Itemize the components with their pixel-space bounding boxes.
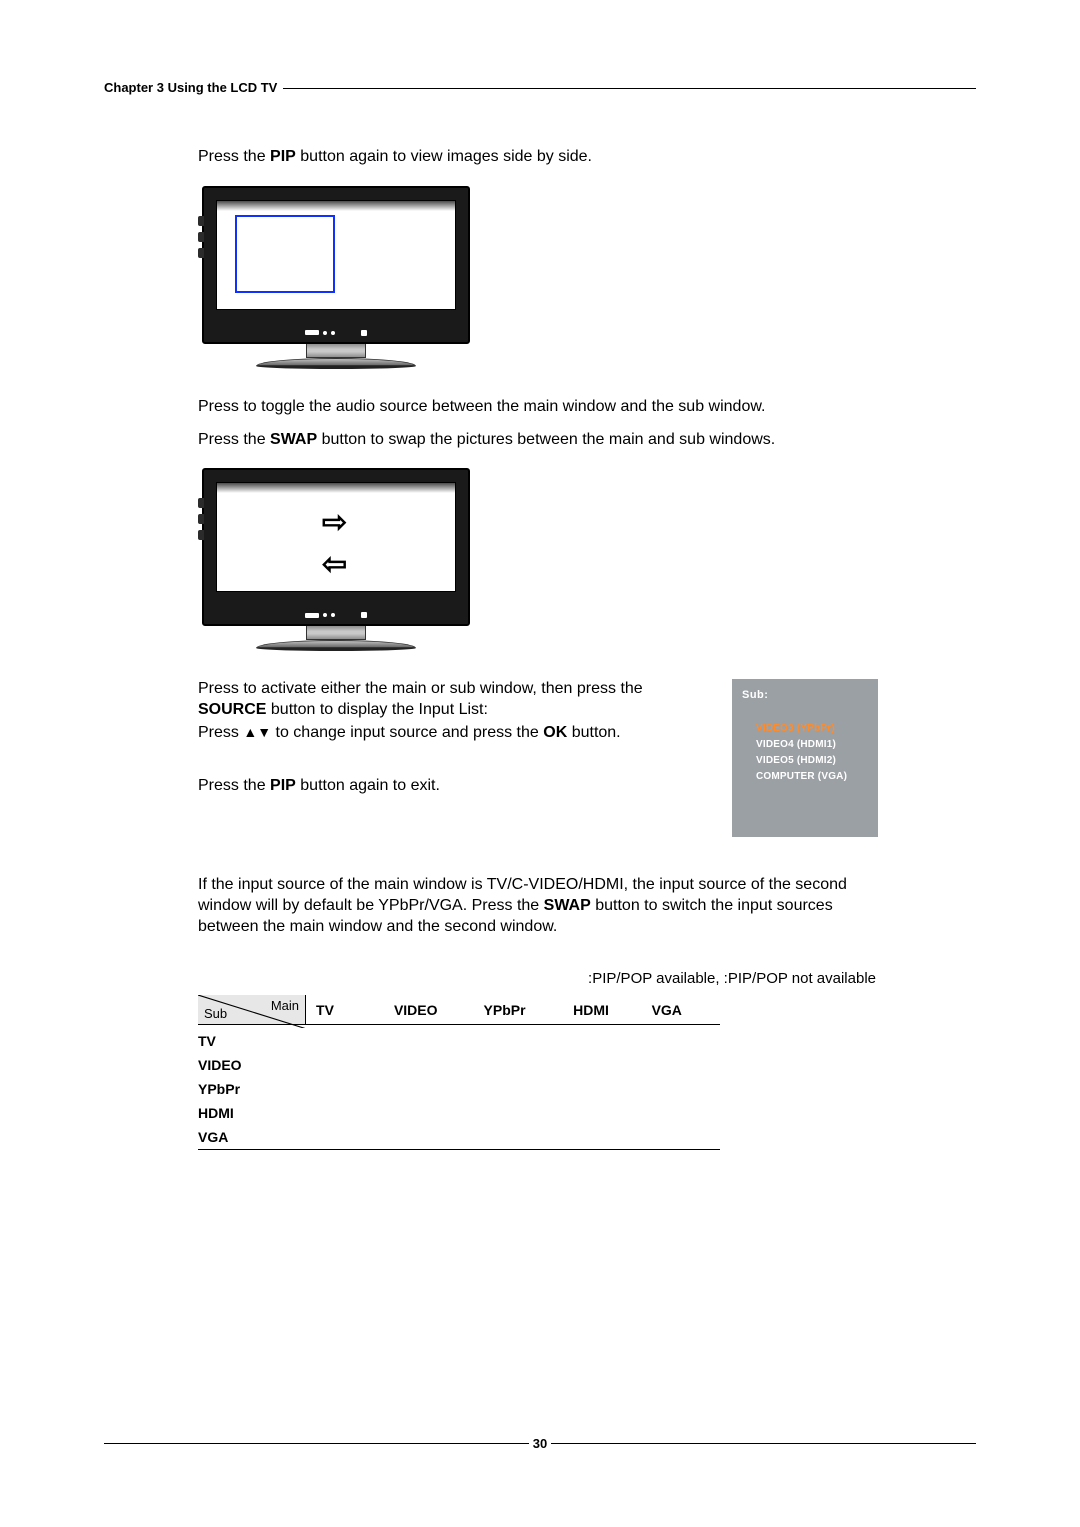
table-row: TV [198,1025,720,1054]
page-footer: 30 [104,1436,976,1451]
swap-arrow-left-icon: ⇦ [322,547,347,582]
bold-text: OK [543,724,567,741]
bold-text: SWAP [270,431,317,448]
text: to change input source and press the [271,724,543,741]
header-rule [283,88,976,89]
text: button. [567,724,620,741]
sub-input-panel: Sub: VIDEO3 (YPbPr) VIDEO4 (HDMI1) VIDEO… [732,679,878,837]
sub-input-item: VIDEO3 (YPbPr) [756,721,868,737]
corner-sub-label: Sub [204,1006,227,1021]
col-header: TV [306,995,384,1025]
para-default-note: If the input source of the main window i… [198,875,878,937]
sub-input-item: VIDEO4 (HDMI1) [756,737,868,753]
text: button again to exit. [296,777,440,794]
para-pip-side-by-side: Press the PIP button again to view image… [198,147,878,168]
text: Press [198,724,243,741]
col-header: YPbPr [474,995,564,1025]
para-change-input: Press ▲▼ to change input source and pres… [198,723,698,744]
compat-table: Sub Main TV VIDEO YPbPr HDMI VGA TV VIDE… [198,995,720,1151]
compat-corner-cell: Sub Main [198,995,306,1025]
down-arrow-icon: ▼ [257,724,271,740]
text: button again to view images side by side… [296,148,592,165]
para-swap: Press the SWAP button to swap the pictur… [198,430,878,451]
sub-input-item: COMPUTER (VGA) [756,769,868,785]
text: Press to activate either the main or sub… [198,680,643,697]
text: Press the [198,777,270,794]
text: button to swap the pictures between the … [317,431,775,448]
text: button to display the Input List: [266,701,487,718]
col-header: HDMI [563,995,641,1025]
up-arrow-icon: ▲ [243,724,257,740]
tv-illustration-pip [202,186,878,369]
text: Press the [198,431,270,448]
pip-inset [235,215,335,293]
row-header: HDMI [198,1101,306,1125]
footer-rule [551,1443,976,1444]
table-legend: :PIP/POP available, :PIP/POP not availab… [198,970,878,987]
col-header: VGA [642,995,720,1025]
para-exit: Press the PIP button again to exit. [198,776,698,797]
chapter-title: Chapter 3 Using the LCD TV [104,80,277,95]
table-row: YPbPr [198,1077,720,1101]
bold-text: PIP [270,148,296,165]
bold-text: PIP [270,777,296,794]
sub-panel-title: Sub: [742,689,868,701]
table-row: VGA [198,1125,720,1150]
row-header: VIDEO [198,1053,306,1077]
swap-arrow-right-icon: ⇨ [322,505,347,540]
table-row: VIDEO [198,1053,720,1077]
para-toggle-audio: Press to toggle the audio source between… [198,397,878,418]
sub-input-list: VIDEO3 (YPbPr) VIDEO4 (HDMI1) VIDEO5 (HD… [756,721,868,785]
row-header: TV [198,1025,306,1054]
main-content: Press the PIP button again to view image… [198,147,878,1150]
sub-input-item: VIDEO5 (HDMI2) [756,753,868,769]
tv-illustration-swap: ⇨ ⇦ [202,468,878,651]
text: Press the [198,148,270,165]
footer-rule [104,1443,529,1444]
bold-text: SOURCE [198,701,266,718]
table-row: HDMI [198,1101,720,1125]
corner-main-label: Main [271,998,299,1013]
para-source: Press to activate either the main or sub… [198,679,698,721]
bold-text: SWAP [544,897,591,914]
page-header: Chapter 3 Using the LCD TV [104,80,976,95]
page-number: 30 [529,1436,551,1451]
row-header: VGA [198,1125,306,1150]
col-header: VIDEO [384,995,474,1025]
row-header: YPbPr [198,1077,306,1101]
